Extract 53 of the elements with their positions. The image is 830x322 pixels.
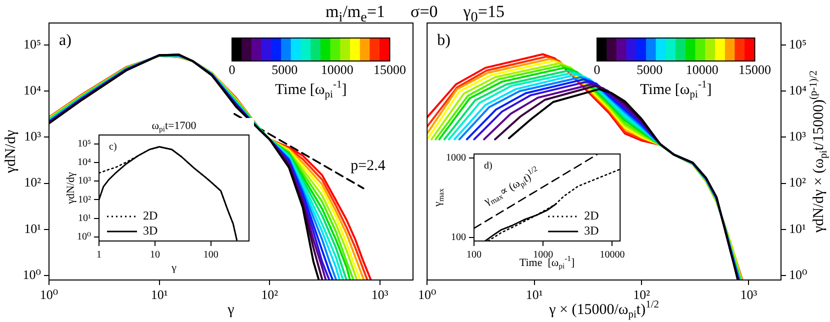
- y-tick-label: 10⁵: [789, 36, 807, 52]
- x-tick-label: 10¹: [150, 287, 168, 302]
- annotation: a): [59, 32, 72, 50]
- y-tick-label: 10³: [24, 128, 42, 144]
- y-axis-title: γdN/dγ: [2, 130, 19, 174]
- x-axis-title: γ: [226, 302, 235, 318]
- x-tick-label: 15000: [374, 62, 406, 78]
- y-tick-label: 10⁰: [22, 266, 41, 282]
- x-tick-label: 10¹: [526, 287, 543, 302]
- y-tick-label: 10⁴: [23, 82, 42, 98]
- y-tick-label: 10⁴: [789, 82, 807, 98]
- x-tick-label: 10³: [740, 287, 758, 302]
- x-tick-label: 1: [96, 250, 102, 261]
- x-tick-label: 15000: [738, 62, 771, 78]
- annotation: c): [109, 142, 117, 153]
- x-tick-label: 5000: [272, 62, 298, 78]
- x-tick-label: 0: [594, 62, 600, 78]
- y-tick-label: 10⁰: [789, 266, 808, 282]
- x-tick-label: 0: [228, 62, 236, 78]
- annotation: d): [484, 160, 492, 172]
- y-tick-label: 10²: [789, 174, 806, 190]
- y-tick-label: 10³: [789, 128, 806, 144]
- y-tick-label: 10⁴: [78, 157, 92, 168]
- x-tick-label: 10000: [686, 62, 718, 78]
- x-tick-label: 10²: [261, 287, 278, 302]
- x-tick-label: 100: [466, 250, 482, 261]
- y-tick-label: 10¹: [789, 220, 806, 236]
- y-tick-label: 10⁵: [78, 138, 91, 150]
- chart-title: m$_{i}$/m$_{e}$=1 σ=0 γ$_{0}$=15: [324, 2, 506, 28]
- x-axis-title: γ: [170, 262, 177, 274]
- y-tick-label: 10¹: [24, 220, 42, 236]
- x-tick-label: 10³: [371, 287, 388, 302]
- y-tick-label: 10¹: [78, 212, 91, 224]
- annotation: p=2.4: [350, 158, 386, 174]
- x-tick-label: 100: [203, 250, 218, 261]
- y-axis-title: γdN/dγ × (ωpit/15000)(p-1)/2: [808, 70, 830, 234]
- x-tick-label: 5000: [636, 62, 663, 78]
- y-axis-title: γdN/dγ: [64, 172, 77, 205]
- x-tick-label: 10000: [320, 62, 354, 78]
- legend-label: 3D: [143, 224, 158, 238]
- x-tick-label: 10: [150, 250, 160, 261]
- y-tick-label: 10²: [78, 194, 91, 206]
- legend-label: 2D: [584, 208, 600, 223]
- x-tick-label: 10⁰: [40, 287, 58, 302]
- legend-label: 2D: [143, 208, 158, 223]
- y-tick-label: 10⁵: [23, 36, 41, 52]
- y-tick-label: 10²: [24, 174, 42, 190]
- x-tick-label: 10⁰: [418, 287, 436, 302]
- x-tick-label: 10000: [600, 250, 625, 261]
- y-tick-label: 10³: [78, 176, 91, 187]
- annotation: b): [437, 32, 450, 50]
- y-tick-label: 10⁰: [76, 232, 91, 242]
- legend-label: 3D: [584, 224, 600, 238]
